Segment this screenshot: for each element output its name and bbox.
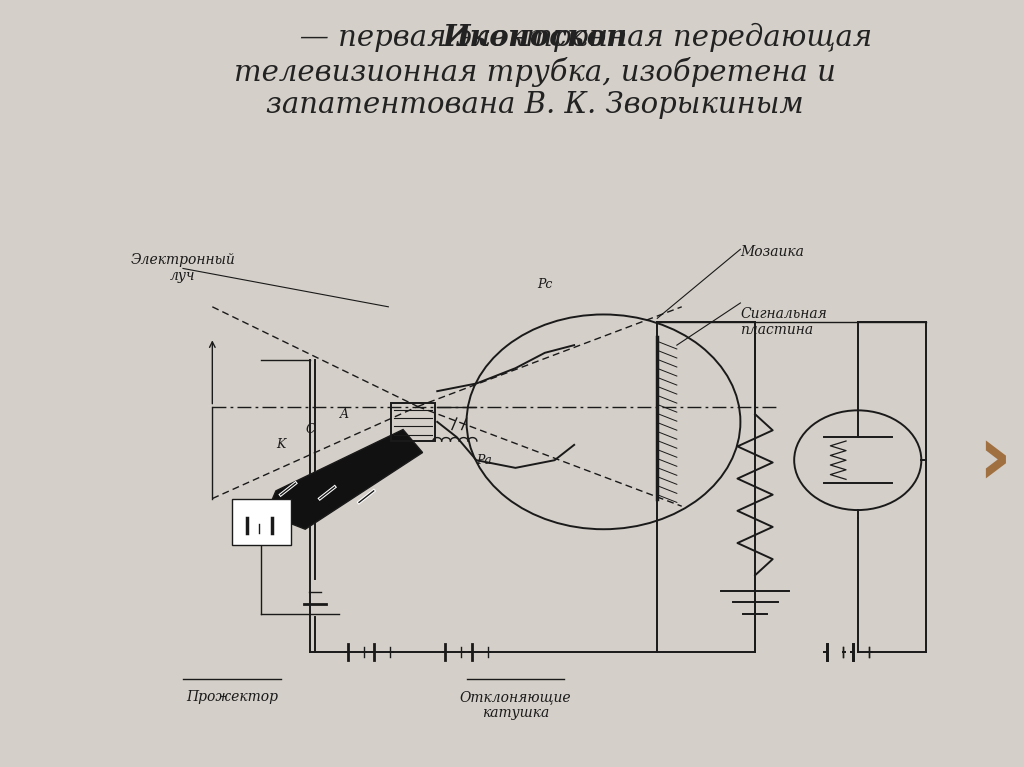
Text: Pа: Pа	[476, 454, 493, 466]
Text: K: K	[276, 439, 286, 451]
Polygon shape	[266, 430, 423, 529]
Bar	[391, 403, 435, 441]
Text: C: C	[305, 423, 315, 436]
Text: Иконоскоп: Иконоскоп	[442, 23, 628, 52]
Text: Мозаика: Мозаика	[740, 245, 804, 259]
Text: ›: ›	[978, 420, 1012, 501]
Text: A: A	[340, 408, 349, 420]
Text: Pс: Pс	[538, 278, 553, 291]
Text: Электронный
луч: Электронный луч	[131, 253, 236, 283]
Polygon shape	[231, 499, 291, 545]
Text: Сигнальная
пластина: Сигнальная пластина	[740, 307, 827, 337]
Text: — первая электронная передающая
телевизионная трубка, изобретена и
запатентована: — первая электронная передающая телевизи…	[198, 23, 872, 120]
Text: Прожектор: Прожектор	[186, 690, 278, 704]
Text: Отклоняющие
катушка: Отклоняющие катушка	[460, 690, 571, 720]
